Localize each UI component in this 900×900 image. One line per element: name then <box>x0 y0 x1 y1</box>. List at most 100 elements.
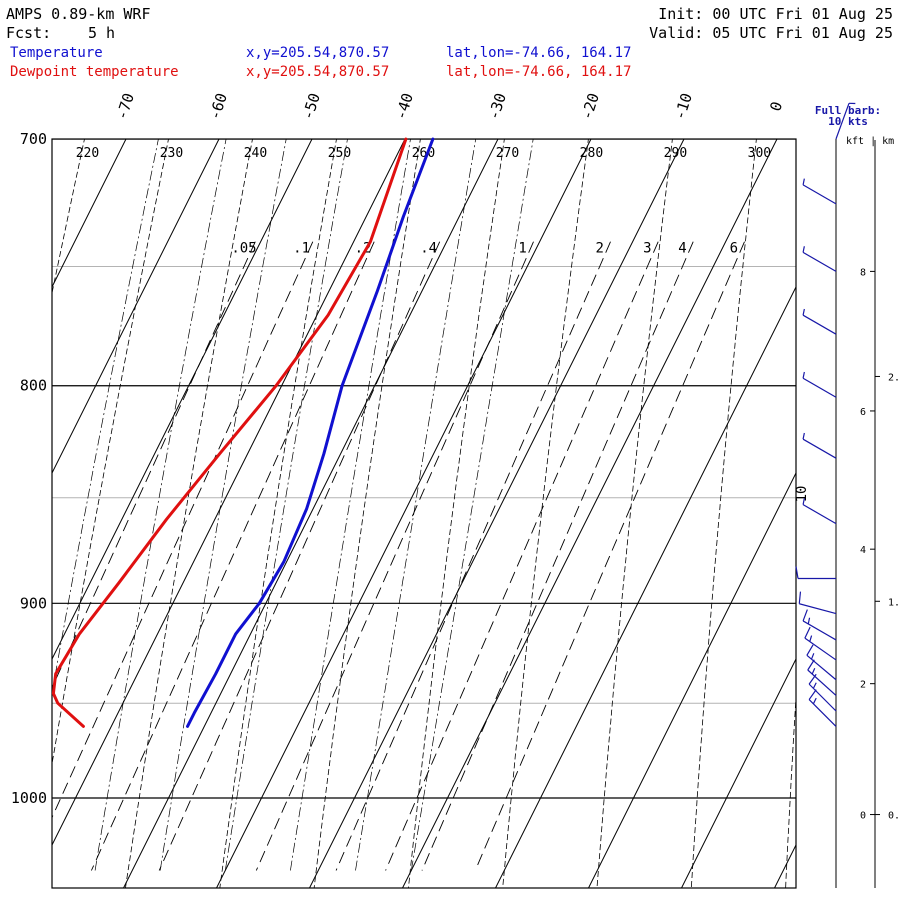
dry-adiabat-label: 220 <box>76 146 99 161</box>
wind-barb <box>802 308 837 335</box>
temperature-tick-label: -70 <box>112 91 137 122</box>
chart-text-layer: AMPS 0.89-km WRF Fcst: 5 h Init: 00 UTC … <box>6 5 894 147</box>
isotherm-line <box>215 139 592 888</box>
fcst-value: 5 h <box>88 24 115 42</box>
temperature-tick-label: -40 <box>391 91 416 122</box>
isotherm-line <box>52 139 406 847</box>
isotherm-line <box>773 843 796 888</box>
mixing-ratio-line <box>385 241 659 871</box>
isotherm-line <box>308 139 685 888</box>
temperature-tick: -10 <box>670 91 695 122</box>
height-kft-label: 2 <box>860 680 866 691</box>
mixing-ratio-line <box>255 241 534 871</box>
isotherm-line <box>52 139 220 475</box>
dry-adiabat-line <box>219 139 337 888</box>
height-kft-label: 0 <box>860 811 866 822</box>
valid-time: Valid: 05 UTC Fri 01 Aug 25 <box>649 24 893 42</box>
isotherm-line <box>401 139 778 888</box>
temperature-tick-label: -10 <box>670 91 695 122</box>
dry-adiabat-label: 300 <box>748 146 771 161</box>
chart-underlay <box>0 119 900 900</box>
fcst-label: Fcst: <box>6 24 51 42</box>
mixing-ratio-label: 3 <box>643 240 651 256</box>
wind-legend-line1: Full barb: <box>815 104 881 117</box>
wind-barb <box>808 673 837 712</box>
height-km-label: 2. <box>888 372 900 383</box>
mixing-ratio-line <box>335 241 611 871</box>
isotherm-line <box>0 139 33 900</box>
dry-adiabat-line <box>313 139 421 888</box>
moist-adiabat-line <box>52 139 159 695</box>
isotherm-line <box>52 139 127 289</box>
wind-barb <box>802 178 837 205</box>
temperature-tick-label: 0 <box>766 99 786 113</box>
model-title: AMPS 0.89-km WRF <box>6 5 151 23</box>
dry-adiabat-line <box>408 139 505 888</box>
dewpoint-latlon: lat,lon=-74.66, 164.17 <box>446 64 631 80</box>
dry-adiabat-label: 260 <box>412 146 435 161</box>
wind-barb <box>802 498 837 525</box>
height-kft-label: 4 <box>860 545 866 556</box>
dry-adiabat-label: 230 <box>160 146 183 161</box>
mixing-ratio-label: .4 <box>420 240 437 256</box>
dry-adiabat-line <box>880 119 900 889</box>
pressure-tick-label: 1000 <box>11 789 47 807</box>
moist-adiabat-line <box>355 139 477 871</box>
mixing-ratio-line <box>158 241 441 871</box>
mixing-ratio-label: 4 <box>678 240 686 256</box>
wind-barb <box>807 659 837 696</box>
dry-adiabat-label: 240 <box>244 146 267 161</box>
isotherm-line <box>494 285 796 888</box>
isotherm-line <box>122 139 499 888</box>
temperature-profile-line <box>186 137 435 728</box>
dry-adiabat-line <box>596 139 673 888</box>
temperature-tick-label: -20 <box>577 91 602 122</box>
wind-barb <box>835 102 856 140</box>
isotherm-line <box>859 139 900 900</box>
height-kft-label: 8 <box>860 267 866 278</box>
dewpoint-legend-label: Dewpoint temperature <box>10 64 179 80</box>
moist-adiabat-tag: 10 <box>794 486 810 503</box>
dry-adiabat-label: 270 <box>496 146 519 161</box>
moist-adiabat-line <box>410 139 534 871</box>
height-axis-units: kft | km <box>846 136 894 147</box>
mixing-ratio-label: .05 <box>231 240 256 256</box>
mixing-ratio-line <box>474 241 745 871</box>
isotherm-line <box>52 139 313 661</box>
wind-barb <box>802 246 837 272</box>
dry-adiabat-line <box>52 139 85 296</box>
wind-barb <box>802 432 837 459</box>
init-time: Init: 00 UTC Fri 01 Aug 25 <box>658 5 893 23</box>
dry-adiabat-line <box>125 139 253 888</box>
wind-barb <box>804 626 837 661</box>
isotherm-line <box>587 471 796 888</box>
wind-barb <box>795 566 836 580</box>
moist-adiabat-line <box>94 139 227 871</box>
mixing-ratio-line <box>90 241 375 871</box>
grid-lines <box>0 119 900 900</box>
pressure-tick-label: 900 <box>20 594 47 612</box>
isotherm-line <box>680 657 796 888</box>
mixing-ratio-label: 1 <box>518 240 526 256</box>
wind-barb <box>802 609 837 641</box>
mixing-ratio-label: 2 <box>595 240 603 256</box>
moist-adiabat-line <box>290 139 411 871</box>
temperature-tick: -40 <box>391 91 416 122</box>
mixing-ratio-label: 6 <box>730 240 738 256</box>
temperature-tick-label: -50 <box>298 91 323 122</box>
temperature-tick: -20 <box>577 91 602 122</box>
pressure-tick-label: 700 <box>20 130 47 148</box>
mixing-ratio-label: .1 <box>293 240 310 256</box>
wind-barb <box>802 371 837 398</box>
temperature-tick: -60 <box>205 91 230 122</box>
mixing-ratio-line <box>52 241 256 689</box>
moist-adiabat-line <box>224 139 348 871</box>
height-km-label: 0. <box>888 811 900 822</box>
wind-barb <box>808 689 837 727</box>
height-km-label: 1. <box>888 597 900 608</box>
dry-adiabat-label: 280 <box>580 146 603 161</box>
dry-adiabat-line <box>785 690 796 888</box>
